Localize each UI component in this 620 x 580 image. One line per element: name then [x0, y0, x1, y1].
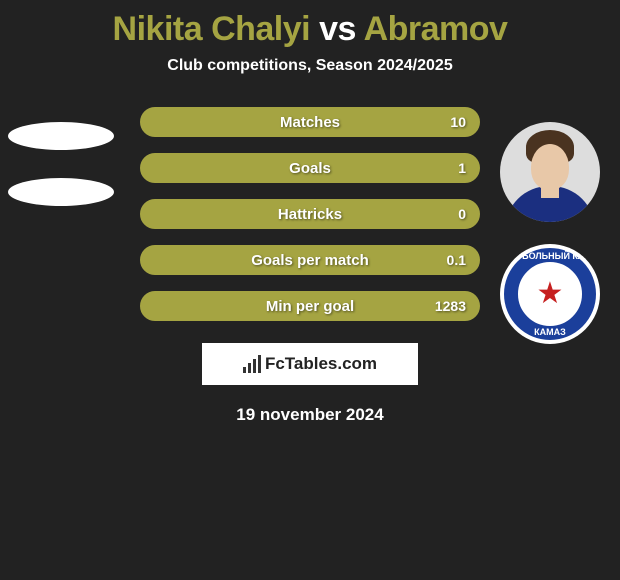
stat-label: Hattricks	[278, 206, 342, 223]
player-photo	[500, 122, 600, 222]
stat-value-right: 1283	[435, 298, 466, 314]
page-title: Nikita Chalyi vs Abramov	[0, 0, 620, 49]
vs-text: vs	[319, 10, 356, 48]
stat-value-right: 0.1	[447, 252, 466, 268]
player2-name: Abramov	[364, 10, 508, 48]
stat-row: Goals per match 0.1	[140, 245, 480, 275]
stat-row: Hattricks 0	[140, 199, 480, 229]
stat-row: Min per goal 1283	[140, 291, 480, 321]
stat-value-right: 10	[450, 114, 466, 130]
stat-label: Matches	[280, 114, 340, 131]
stat-label: Goals	[289, 160, 331, 177]
date-text: 19 november 2024	[0, 405, 620, 425]
stat-value-right: 1	[458, 160, 466, 176]
stat-row: Goals 1	[140, 153, 480, 183]
branding-label: FcTables.com	[265, 354, 377, 374]
subtitle: Club competitions, Season 2024/2025	[0, 57, 620, 75]
stat-label: Min per goal	[266, 298, 354, 315]
right-photo-group: ★ ФУТБОЛЬНЫЙ КЛУБ КАМАЗ	[500, 122, 600, 344]
player1-name: Nikita Chalyi	[113, 10, 311, 48]
star-icon: ★	[537, 279, 564, 309]
club-badge: ★ ФУТБОЛЬНЫЙ КЛУБ КАМАЗ	[500, 244, 600, 344]
placeholder-oval	[8, 178, 114, 206]
badge-text-bottom: КАМАЗ	[500, 327, 600, 337]
badge-text-top: ФУТБОЛЬНЫЙ КЛУБ	[500, 251, 600, 261]
stat-row: Matches 10	[140, 107, 480, 137]
bar-chart-icon	[243, 355, 261, 373]
stat-label: Goals per match	[251, 252, 369, 269]
branding-box: FcTables.com	[202, 343, 418, 385]
stats-list: Matches 10 Goals 1 Hattricks 0 Goals per match…	[140, 107, 480, 321]
placeholder-oval	[8, 122, 114, 150]
badge-center: ★	[524, 268, 576, 320]
left-placeholder-group	[8, 122, 114, 206]
stat-value-right: 0	[458, 206, 466, 222]
